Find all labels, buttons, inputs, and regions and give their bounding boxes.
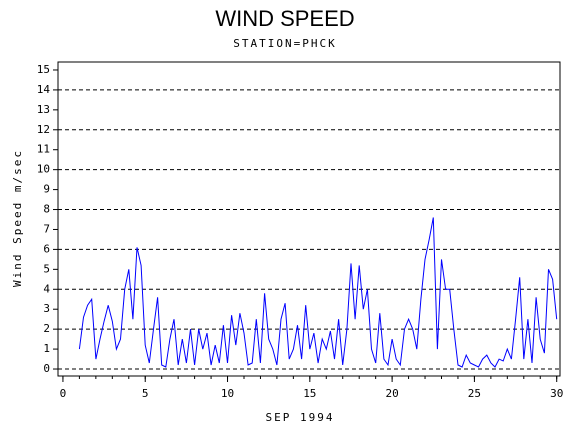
x-tick-label: 20 bbox=[385, 387, 398, 400]
y-tick-label: 6 bbox=[43, 242, 50, 255]
chart-subtitle: STATION=PHCK bbox=[233, 37, 336, 50]
chart-title: WIND SPEED bbox=[215, 6, 354, 31]
y-tick-label: 11 bbox=[37, 143, 50, 156]
y-tick-label: 2 bbox=[43, 322, 50, 335]
y-tick-label: 12 bbox=[37, 123, 50, 136]
y-axis-label: Wind Speed m/sec bbox=[11, 149, 24, 287]
x-axis-label: SEP 1994 bbox=[266, 411, 335, 424]
x-tick-label: 30 bbox=[550, 387, 563, 400]
y-tick-label: 8 bbox=[43, 203, 50, 216]
y-tick-label: 9 bbox=[43, 183, 50, 196]
y-tick-label: 13 bbox=[37, 103, 50, 116]
y-tick-label: 0 bbox=[43, 362, 50, 375]
y-tick-label: 10 bbox=[37, 163, 50, 176]
plot-frame bbox=[57, 61, 561, 377]
x-tick-label: 0 bbox=[60, 387, 67, 400]
y-tick-label: 15 bbox=[37, 63, 50, 76]
y-tick-label: 5 bbox=[43, 262, 50, 275]
y-tick-label: 7 bbox=[43, 222, 50, 235]
x-tick-label: 5 bbox=[142, 387, 149, 400]
data-line bbox=[78, 217, 558, 368]
y-tick-label: 14 bbox=[37, 83, 51, 96]
y-tick-label: 1 bbox=[43, 342, 50, 355]
x-tick-label: 15 bbox=[303, 387, 316, 400]
y-tick-label: 4 bbox=[43, 282, 50, 295]
x-tick-label: 25 bbox=[468, 387, 481, 400]
y-tick-label: 3 bbox=[43, 302, 50, 315]
x-tick-label: 10 bbox=[221, 387, 234, 400]
